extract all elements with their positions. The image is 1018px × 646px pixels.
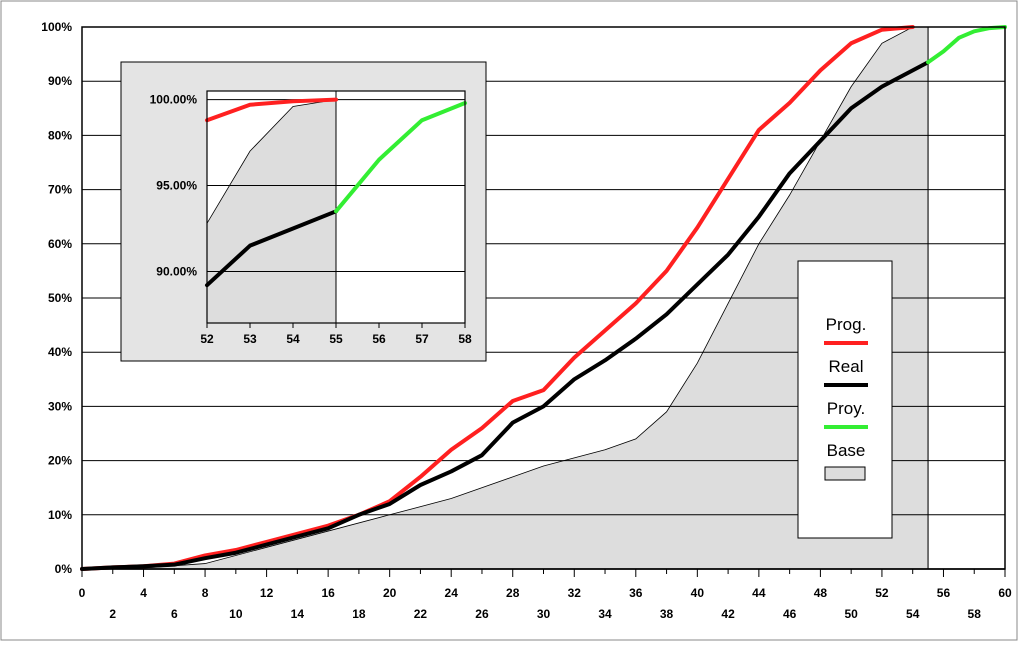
series-line-prog	[80, 25, 915, 571]
x-tick-label: 52	[875, 586, 889, 600]
y-tick-label: 10%	[48, 508, 72, 522]
inset-x-tick-label: 56	[372, 332, 386, 346]
y-tick-label: 0%	[55, 562, 73, 576]
y-tick-label: 40%	[48, 345, 72, 359]
inset-x-tick-label: 58	[458, 332, 472, 346]
inset-x-tick-label: 52	[200, 332, 214, 346]
x-tick-label: 44	[752, 586, 766, 600]
x-tick-label: 24	[445, 586, 459, 600]
legend: Prog. Real Proy. Base	[797, 260, 893, 539]
x-tick-label: 46	[783, 607, 797, 621]
x-tick-label: 16	[321, 586, 335, 600]
inset-chart: 90.00% 95.00% 100.00% 52 53 54 55 56 57 58	[120, 61, 487, 362]
legend-label: Prog.	[826, 315, 867, 334]
x-tick-label: 22	[414, 607, 428, 621]
x-tick-label: 48	[814, 586, 828, 600]
x-tick-label: 34	[598, 607, 612, 621]
x-tick-label: 6	[171, 607, 178, 621]
y-tick-label: 70%	[48, 183, 72, 197]
y-tick-label: 60%	[48, 237, 72, 251]
inset-y-tick-label: 100.00%	[150, 93, 198, 107]
inset-y-tick-label: 90.00%	[156, 264, 197, 278]
inset-y-tick-label: 95.00%	[156, 179, 197, 193]
legend-box	[797, 260, 893, 539]
y-tick-label: 100%	[41, 20, 72, 34]
x-tick-label: 28	[506, 586, 520, 600]
inset-series-line-real	[205, 209, 338, 288]
inset-x-tick-label: 53	[243, 332, 257, 346]
legend-label: Base	[827, 441, 866, 460]
x-tick-label: 56	[937, 586, 951, 600]
y-tick-label: 50%	[48, 291, 72, 305]
legend-label: Real	[829, 357, 864, 376]
x-tick-label: 2	[109, 607, 116, 621]
x-tick-label: 32	[568, 586, 582, 600]
x-tick-label: 40	[691, 586, 705, 600]
main-ticks: 0%10%20%30%40%50%60%70%80%90%100%0 4 8 12 16…	[41, 20, 1012, 621]
x-tick-label: 38	[660, 607, 674, 621]
x-tick-label: 50	[844, 607, 858, 621]
inset-series-line-proy	[334, 101, 467, 214]
x-tick-label: 36	[629, 586, 643, 600]
y-tick-label: 80%	[48, 128, 72, 142]
x-tick-label: 58	[968, 607, 982, 621]
series-base-area	[81, 26, 929, 570]
x-tick-label: 4	[140, 586, 147, 600]
x-tick-label: 54	[906, 607, 920, 621]
series-line-proy	[926, 25, 1007, 65]
y-tick-label: 20%	[48, 454, 72, 468]
series-line-real	[80, 60, 931, 571]
x-tick-label: 14	[291, 607, 305, 621]
x-tick-label: 18	[352, 607, 366, 621]
x-tick-label: 30	[537, 607, 551, 621]
inset-x-tick-label: 54	[286, 332, 300, 346]
x-tick-label: 10	[229, 607, 243, 621]
y-tick-label: 30%	[48, 399, 72, 413]
x-tick-label: 60	[998, 586, 1012, 600]
x-tick-label: 8	[202, 586, 209, 600]
inset-x-tick-label: 55	[329, 332, 343, 346]
legend-swatch-box	[824, 466, 866, 481]
x-tick-label: 0	[79, 586, 86, 600]
x-tick-label: 42	[721, 607, 735, 621]
legend-label: Proy.	[827, 399, 865, 418]
x-tick-label: 26	[475, 607, 489, 621]
x-tick-label: 12	[260, 586, 274, 600]
inset-x-tick-label: 57	[415, 332, 429, 346]
y-tick-label: 90%	[48, 74, 72, 88]
inset-series-line-prog	[205, 97, 338, 123]
x-tick-label: 20	[383, 586, 397, 600]
